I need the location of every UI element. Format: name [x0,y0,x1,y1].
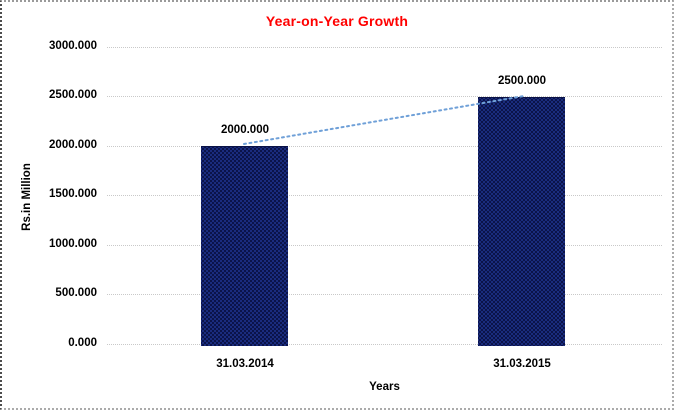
gridline [107,47,662,48]
gridline [107,294,662,295]
gridline [107,96,662,97]
gridline [107,245,662,246]
gridline [107,344,662,345]
y-tick-label: 0.000 [68,337,97,349]
y-tick-label: 1000.000 [49,238,97,250]
x-tick-label-2015: 31.03.2015 [493,358,551,370]
bar-value-label-2014: 2000.000 [221,124,269,136]
bar-2015 [478,97,565,346]
y-tick-label: 3000.000 [49,40,97,52]
x-tick-label-2014: 31.03.2014 [216,358,274,370]
y-tick-label: 500.000 [55,287,97,299]
y-tick-label: 2500.000 [49,89,97,101]
chart-title: Year-on-Year Growth [265,13,409,29]
gridline [107,195,662,196]
x-axis-title: Years [369,381,400,393]
y-tick-label: 1500.000 [49,188,97,200]
bar-2014 [201,146,288,346]
y-tick-label: 2000.000 [49,139,97,151]
y-axis-title: Rs.in Million [21,163,33,231]
gridline [107,146,662,147]
bar-value-label-2015: 2500.000 [498,75,546,87]
